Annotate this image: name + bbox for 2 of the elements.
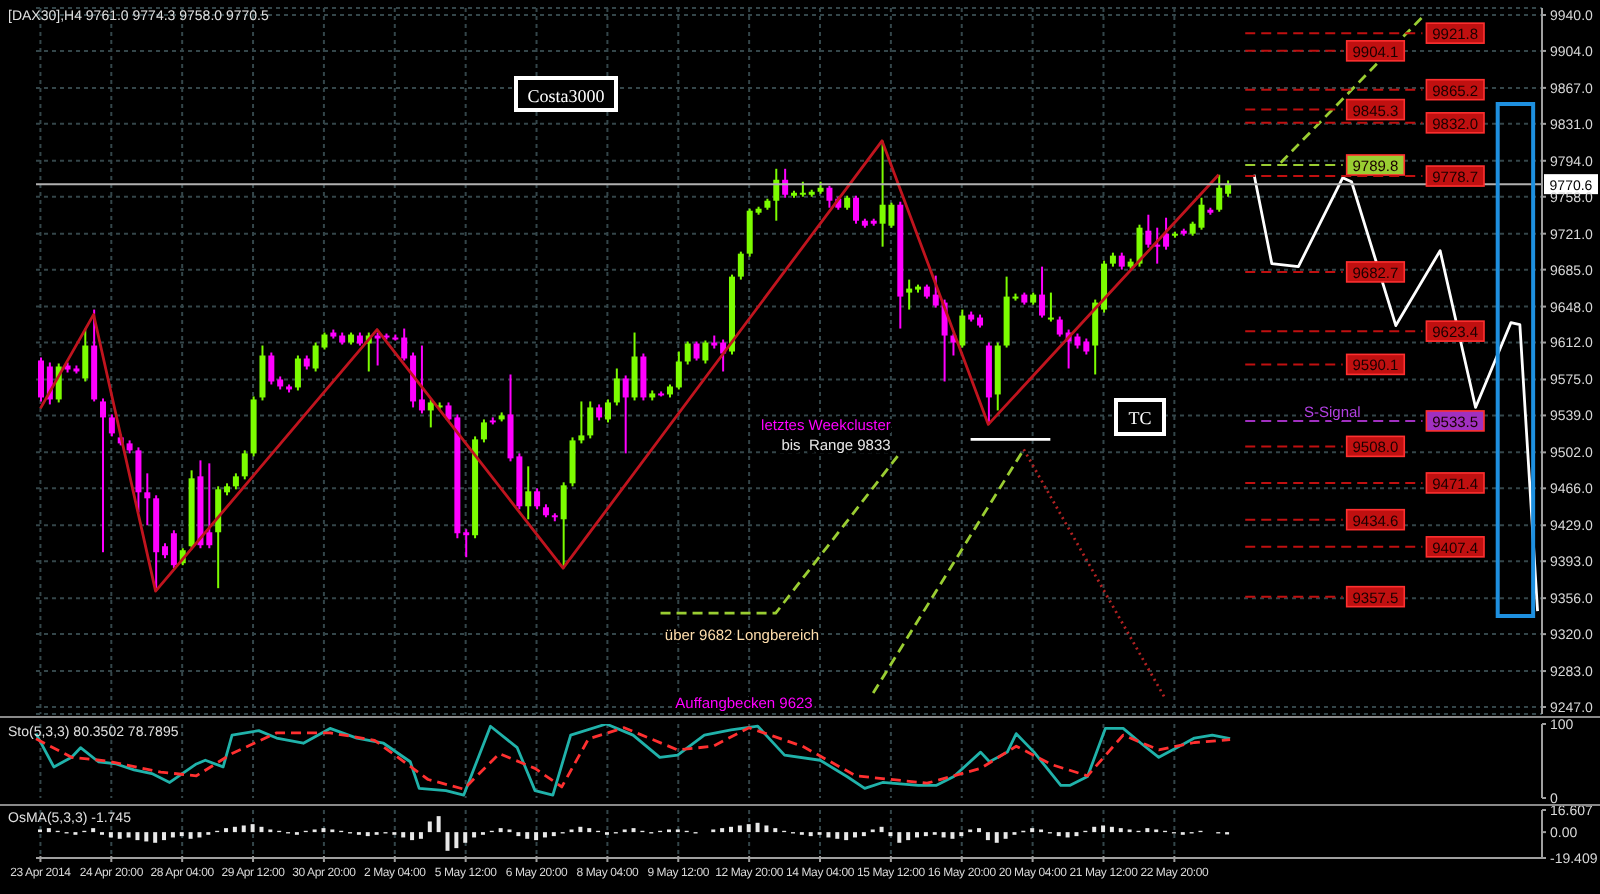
annotation: TC [1128,408,1152,428]
annotation: Costa3000 [527,86,606,106]
